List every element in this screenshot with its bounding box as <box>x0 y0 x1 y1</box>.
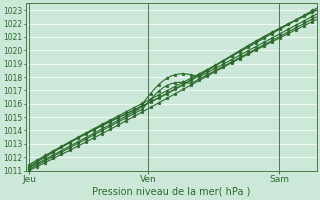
X-axis label: Pression niveau de la mer( hPa ): Pression niveau de la mer( hPa ) <box>92 187 251 197</box>
